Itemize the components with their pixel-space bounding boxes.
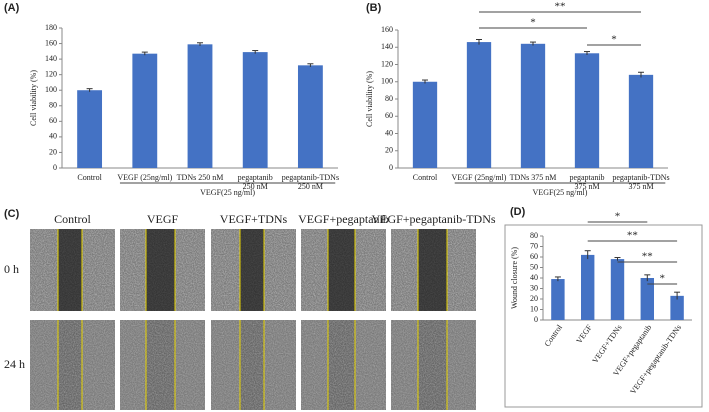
y-tick-label: 0 [53,163,57,172]
y-tick-label: 60 [49,116,57,125]
cell-texture [391,320,476,410]
wound-gap-shade [328,229,355,311]
column-label: VEGF+pegaptanib [298,212,389,226]
y-tick-label: 80 [385,94,393,103]
column-label: VEGF+pegaptanib-TDNs [371,212,495,226]
y-tick-label: 100 [381,77,393,86]
column-label: VEGF+TDNs [220,212,288,226]
y-tick-label: 0 [389,163,393,172]
y-axis-label: Wound closure (%) [510,247,519,309]
y-tick-label: 80 [530,231,538,240]
y-tick-label: 120 [381,59,393,68]
x-tick-label: VEGF [574,323,594,346]
wound-gap-shade [418,229,447,311]
bar [187,44,213,169]
x-tick-label: VEGF+TDNs [590,323,623,365]
bar [640,278,655,320]
significance-label: ** [642,251,653,263]
wound-gap-shade [146,229,175,311]
bar [242,52,268,168]
y-tick-label: 40 [385,128,393,137]
wound-gap-shade [58,229,82,311]
y-tick-label: 10 [530,304,538,313]
y-tick-label: 0 [534,315,538,324]
bar [132,53,158,168]
y-tick-label: 80 [49,101,57,110]
y-tick-label: 20 [530,294,538,303]
x-tick-label: pegaptanib [238,173,273,182]
column-label: VEGF [147,212,179,226]
cell-texture [301,320,386,410]
y-tick-label: 40 [530,273,538,282]
y-tick-label: 20 [49,147,57,156]
bar [520,43,546,168]
group-label: VEGF(25 ng/ml) [200,188,255,197]
y-tick-label: 180 [45,23,57,32]
x-tick-label: Control [413,173,438,182]
y-tick-label: 20 [385,146,393,155]
bar [551,279,565,320]
bar [610,259,625,320]
cell-texture [30,320,115,410]
x-tick-label: VEGF (25ng/ml) [452,173,507,182]
y-tick-label: 30 [530,283,538,292]
y-tick-label: 60 [385,111,393,120]
panel-label: (A) [4,2,20,14]
bar [412,81,438,168]
bar [670,295,684,320]
x-tick-label: 375 nM [628,182,653,191]
panel-label: (C) [4,208,20,220]
bar [628,74,654,168]
row-label: 0 h [4,262,19,276]
bar [466,42,492,169]
x-tick-label: VEGF (25ng/ml) [117,173,172,182]
y-tick-label: 120 [45,69,57,78]
y-tick-label: 60 [530,252,538,261]
x-tick-label: 250 nM [298,182,323,191]
x-tick-label: pegaptanib [569,173,604,182]
significance-label: ** [627,230,638,242]
group-label: VEGF(25 ng/ml) [533,188,588,197]
y-axis-label: Cell viability (%) [29,70,38,126]
y-tick-label: 50 [530,262,538,271]
x-tick-label: Control [543,322,565,348]
y-tick-label: 100 [45,85,57,94]
y-tick-label: 40 [49,132,57,141]
significance-label: * [611,34,617,46]
y-axis-label: Cell viability (%) [365,71,374,127]
panel-d-frame [504,224,703,408]
x-tick-label: 375 nM [574,182,599,191]
bar [574,53,600,168]
bar [77,90,103,168]
panel-label: (D) [510,206,526,218]
x-tick-label: 250 nM [243,182,268,191]
y-tick-label: 140 [381,42,393,51]
wound-gap-shade [240,229,264,311]
y-tick-label: 70 [530,241,538,250]
x-tick-label: TDNs 375 nM [510,173,557,182]
row-label: 24 h [4,357,25,371]
x-tick-label: TDNs 250 nM [177,173,224,182]
significance-label: ** [555,1,566,13]
bar [297,65,323,168]
significance-label: * [659,273,665,285]
bar [580,254,595,320]
x-tick-label: pegaptanib-TDNs [282,173,339,182]
y-tick-label: 140 [45,54,57,63]
y-tick-label: 160 [381,25,393,34]
x-tick-label: VEGF+pegaptanib-TDNs [628,323,683,396]
cell-texture [211,320,296,410]
column-label: Control [54,212,91,226]
x-tick-label: Control [77,173,102,182]
significance-label: * [530,17,536,29]
cell-texture [120,320,205,410]
y-tick-label: 160 [45,38,57,47]
panel-label: (B) [366,2,382,14]
x-tick-label: pegaptanib-TDNs [612,173,669,182]
significance-label: * [615,211,621,223]
